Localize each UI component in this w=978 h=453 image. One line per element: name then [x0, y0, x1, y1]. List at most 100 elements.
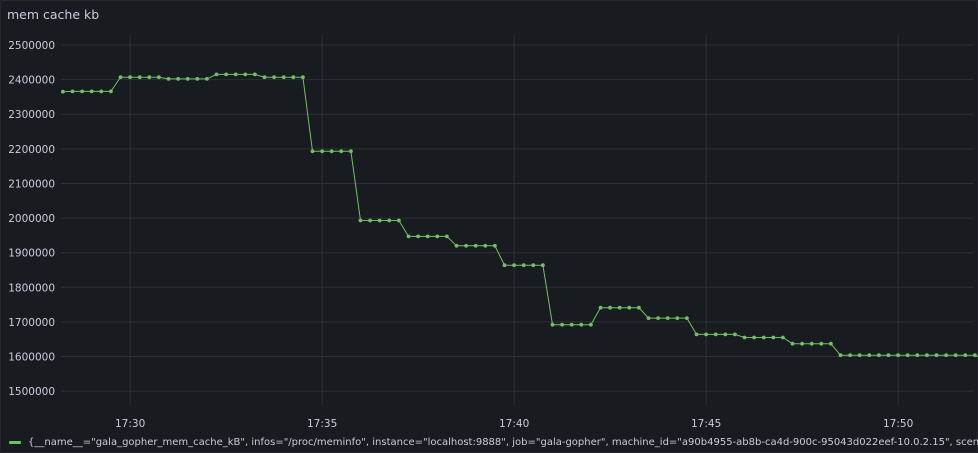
- data-point[interactable]: [944, 353, 948, 358]
- data-point[interactable]: [61, 89, 65, 94]
- data-point[interactable]: [70, 89, 75, 94]
- data-point[interactable]: [214, 72, 219, 77]
- series-layer[interactable]: [61, 72, 978, 384]
- data-point[interactable]: [109, 89, 113, 94]
- data-point[interactable]: [320, 149, 324, 154]
- data-point[interactable]: [800, 341, 804, 346]
- data-point[interactable]: [406, 234, 411, 239]
- data-point[interactable]: [291, 75, 296, 80]
- data-point[interactable]: [176, 77, 181, 81]
- data-point[interactable]: [262, 75, 267, 80]
- data-point[interactable]: [195, 77, 200, 81]
- data-point[interactable]: [185, 77, 190, 81]
- data-point[interactable]: [867, 353, 872, 358]
- data-point[interactable]: [416, 234, 420, 239]
- data-point[interactable]: [310, 149, 315, 154]
- data-point[interactable]: [512, 263, 516, 268]
- data-point[interactable]: [435, 234, 440, 239]
- data-point[interactable]: [694, 332, 699, 337]
- data-point[interactable]: [301, 75, 305, 80]
- data-point[interactable]: [358, 218, 363, 223]
- data-point[interactable]: [685, 316, 689, 320]
- data-point[interactable]: [838, 353, 843, 358]
- data-point[interactable]: [886, 353, 891, 358]
- data-point[interactable]: [934, 353, 939, 358]
- data-point[interactable]: [253, 72, 257, 77]
- data-point[interactable]: [953, 353, 958, 358]
- data-point[interactable]: [848, 353, 852, 358]
- data-point[interactable]: [608, 305, 612, 310]
- data-point[interactable]: [579, 322, 584, 327]
- data-point[interactable]: [877, 353, 881, 358]
- data-point[interactable]: [550, 322, 555, 327]
- data-point[interactable]: [205, 77, 209, 81]
- data-point[interactable]: [272, 75, 276, 80]
- data-point[interactable]: [598, 305, 603, 310]
- data-point[interactable]: [560, 322, 564, 327]
- data-point[interactable]: [915, 353, 920, 358]
- data-point[interactable]: [713, 332, 718, 337]
- data-point[interactable]: [781, 335, 785, 340]
- data-point[interactable]: [925, 353, 929, 358]
- data-point[interactable]: [521, 263, 526, 268]
- data-point[interactable]: [905, 353, 910, 358]
- data-point[interactable]: [617, 305, 622, 310]
- data-point[interactable]: [646, 316, 651, 320]
- data-point[interactable]: [589, 322, 593, 327]
- data-point[interactable]: [704, 332, 708, 337]
- data-point[interactable]: [809, 341, 814, 346]
- data-point[interactable]: [627, 305, 632, 310]
- data-point[interactable]: [387, 218, 392, 223]
- data-point[interactable]: [541, 263, 545, 268]
- data-point[interactable]: [377, 218, 382, 223]
- data-point[interactable]: [771, 335, 776, 340]
- data-point[interactable]: [454, 243, 459, 248]
- data-point[interactable]: [637, 305, 641, 310]
- data-point[interactable]: [329, 149, 334, 154]
- data-point[interactable]: [99, 89, 104, 94]
- data-point[interactable]: [963, 353, 968, 358]
- data-point[interactable]: [742, 335, 747, 340]
- data-point[interactable]: [224, 72, 229, 77]
- data-point[interactable]: [790, 341, 795, 346]
- data-point[interactable]: [569, 322, 574, 327]
- data-point[interactable]: [761, 335, 766, 340]
- data-point[interactable]: [896, 353, 900, 358]
- data-point[interactable]: [281, 75, 286, 80]
- data-point[interactable]: [128, 75, 132, 80]
- data-point[interactable]: [445, 234, 449, 239]
- data-point[interactable]: [425, 234, 430, 239]
- data-point[interactable]: [857, 353, 862, 358]
- legend-entry[interactable]: {__name__="gala_gopher_mem_cache_kB", in…: [28, 436, 978, 448]
- data-point[interactable]: [531, 263, 536, 268]
- data-point[interactable]: [80, 89, 84, 94]
- legend[interactable]: {__name__="gala_gopher_mem_cache_kB", in…: [9, 434, 978, 450]
- data-point[interactable]: [368, 218, 372, 223]
- data-point[interactable]: [723, 332, 728, 337]
- data-point[interactable]: [137, 75, 142, 80]
- data-point[interactable]: [397, 218, 401, 223]
- data-point[interactable]: [233, 72, 238, 77]
- data-point[interactable]: [819, 341, 824, 346]
- data-point[interactable]: [118, 75, 123, 80]
- data-point[interactable]: [243, 72, 248, 77]
- panel-title[interactable]: mem cache kb: [7, 7, 100, 22]
- data-point[interactable]: [89, 89, 94, 94]
- data-point[interactable]: [483, 243, 488, 248]
- data-point[interactable]: [147, 75, 152, 80]
- data-point[interactable]: [464, 243, 468, 248]
- data-point[interactable]: [493, 243, 497, 248]
- series-line[interactable]: [62, 73, 978, 381]
- data-point[interactable]: [166, 77, 171, 81]
- data-point[interactable]: [973, 353, 977, 358]
- data-point[interactable]: [157, 75, 161, 80]
- data-point[interactable]: [829, 341, 833, 346]
- data-point[interactable]: [656, 316, 660, 320]
- data-point[interactable]: [349, 149, 353, 154]
- data-point[interactable]: [339, 149, 344, 154]
- data-point[interactable]: [752, 335, 756, 340]
- data-point[interactable]: [502, 263, 507, 268]
- data-point[interactable]: [473, 243, 478, 248]
- data-point[interactable]: [675, 316, 680, 320]
- data-point[interactable]: [733, 332, 737, 337]
